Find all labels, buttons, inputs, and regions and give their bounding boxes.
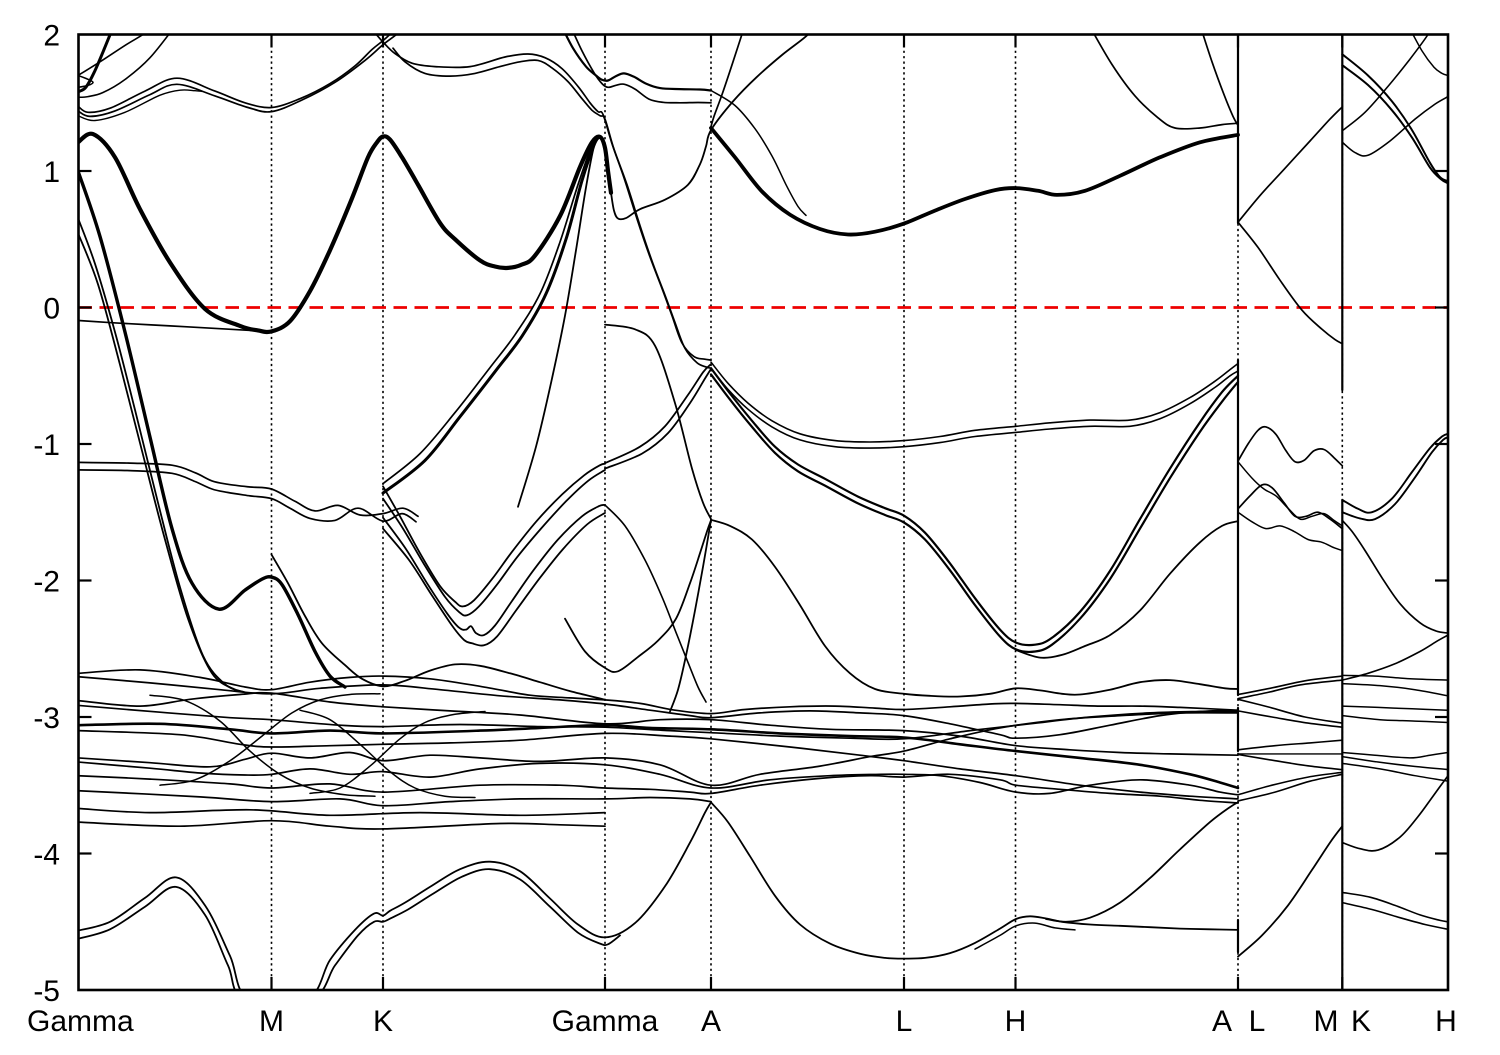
- svg-text:0: 0: [43, 293, 60, 326]
- svg-text:K: K: [1351, 1005, 1371, 1038]
- svg-text:Gamma: Gamma: [552, 1005, 659, 1038]
- svg-text:M: M: [259, 1005, 284, 1038]
- svg-text:1: 1: [43, 156, 60, 189]
- svg-text:K: K: [373, 1005, 393, 1038]
- svg-text:H: H: [1435, 1005, 1457, 1038]
- svg-text:-5: -5: [33, 975, 60, 1008]
- svg-text:Gamma: Gamma: [27, 1005, 134, 1038]
- svg-text:-4: -4: [33, 839, 60, 872]
- svg-text:-3: -3: [33, 702, 60, 735]
- svg-text:-2: -2: [33, 566, 60, 599]
- svg-text:H: H: [1005, 1005, 1027, 1038]
- svg-text:A: A: [1212, 1005, 1232, 1038]
- svg-text:L: L: [1249, 1005, 1266, 1038]
- svg-text:M: M: [1314, 1005, 1339, 1038]
- svg-text:L: L: [896, 1005, 913, 1038]
- svg-text:A: A: [701, 1005, 721, 1038]
- svg-text:2: 2: [43, 20, 60, 53]
- svg-text:-1: -1: [33, 429, 60, 462]
